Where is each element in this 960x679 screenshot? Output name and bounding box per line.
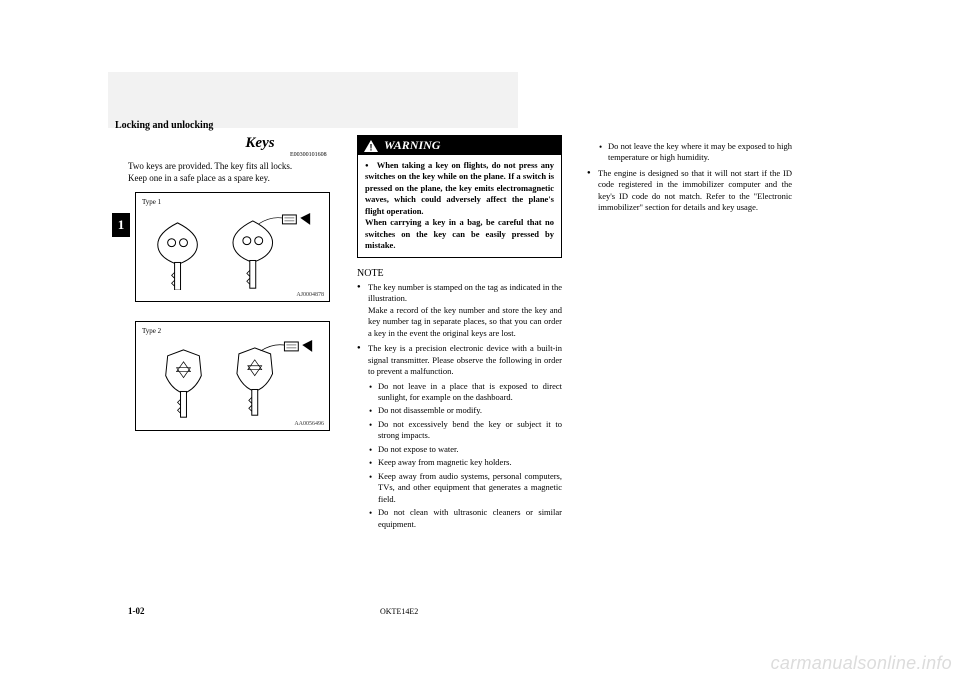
page-number: 1-02 — [128, 606, 145, 616]
sub-item-7: Do not clean with ultrasonic cleaners or… — [368, 507, 562, 530]
note-list: The key number is stamped on the tag as … — [357, 282, 562, 530]
column-3: Do not leave the key where it may be exp… — [587, 138, 792, 218]
note-1a: The key number is stamped on the tag as … — [368, 282, 562, 303]
warning-box: ! WARNING When taking a key on flights, … — [357, 135, 562, 258]
column-3-content: Do not leave the key where it may be exp… — [587, 141, 792, 214]
note-heading: NOTE — [357, 268, 562, 279]
figure-1-code: AJ0004878 — [296, 292, 324, 298]
warning-text-2: When carrying a key in a bag, be careful… — [365, 217, 554, 250]
intro-line-1: Two keys are provided. The key fits all … — [128, 161, 292, 171]
watermark-text: carmanualsonline.info — [771, 653, 952, 674]
figure-2-code: AA0056496 — [294, 421, 324, 427]
intro-paragraph: Two keys are provided. The key fits all … — [128, 160, 333, 184]
sub-item-8: Do not leave the key where it may be exp… — [598, 141, 792, 164]
chapter-tab: 1 — [112, 213, 130, 237]
page-root: { "header": { "section": "Locking and un… — [0, 0, 960, 679]
note-item-1: The key number is stamped on the tag as … — [357, 282, 562, 339]
warning-triangle-icon: ! — [364, 140, 378, 152]
col3-note-list: The engine is designed so that it will n… — [587, 168, 792, 214]
column-2: ! WARNING When taking a key on flights, … — [357, 135, 562, 534]
key-type1-icon — [136, 211, 329, 290]
sub-item-1: Do not leave in a place that is exposed … — [368, 381, 562, 404]
figure-1-label: Type 1 — [142, 198, 161, 206]
warning-body: When taking a key on flights, do not pre… — [358, 155, 561, 257]
note-2: The key is a precision electronic device… — [368, 343, 562, 376]
warning-title: WARNING — [384, 138, 440, 153]
note-sub-list: Do not leave in a place that is exposed … — [368, 381, 562, 531]
figure-2-illustration — [136, 340, 329, 420]
svg-text:!: ! — [370, 142, 373, 152]
key-type2-icon — [136, 340, 329, 419]
figure-1-illustration — [136, 211, 329, 291]
warning-text-1: When taking a key on flights, do not pre… — [365, 160, 554, 216]
sub-item-4: Do not expose to water. — [368, 444, 562, 455]
intro-line-2: Keep one in a safe place as a spare key. — [128, 173, 270, 183]
note-item-3: The engine is designed so that it will n… — [587, 168, 792, 214]
footer-doc-code: OKTE14E2 — [380, 607, 418, 616]
col3-sub-list-cont: Do not leave the key where it may be exp… — [587, 141, 792, 164]
page-title: Keys — [210, 135, 310, 152]
sub-item-2: Do not disassemble or modify. — [368, 405, 562, 416]
figure-type-2: Type 2 — [135, 321, 330, 431]
warning-header: ! WARNING — [358, 136, 561, 155]
note-1b: Make a record of the key number and stor… — [368, 305, 562, 338]
sub-item-6: Keep away from audio systems, personal c… — [368, 471, 562, 505]
note-item-2: The key is a precision electronic device… — [357, 343, 562, 530]
figure-2-label: Type 2 — [142, 327, 161, 335]
warning-item: When taking a key on flights, do not pre… — [365, 160, 554, 252]
figure-type-1: Type 1 — [135, 192, 330, 302]
section-label: Locking and unlocking — [115, 120, 213, 131]
sub-item-5: Keep away from magnetic key holders. — [368, 457, 562, 468]
doc-small-code: E00300101608 — [290, 152, 327, 158]
sub-item-3: Do not excessively bend the key or subje… — [368, 419, 562, 442]
